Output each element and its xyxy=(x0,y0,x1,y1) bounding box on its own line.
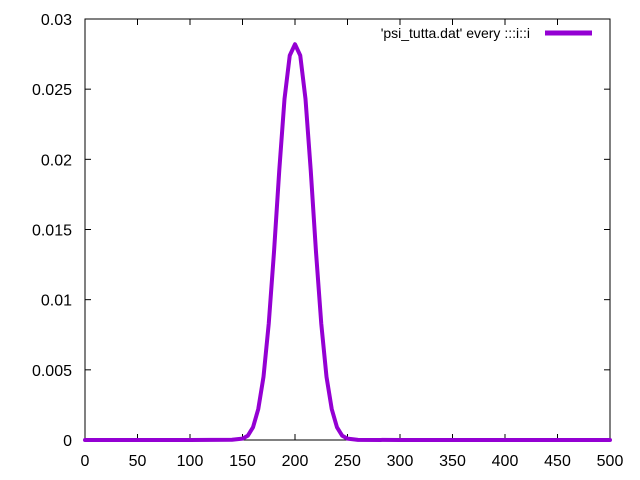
series-line-0 xyxy=(83,42,612,442)
y-tick-labels: 0 0.005 0.01 0.015 0.02 0.025 0.03 xyxy=(32,12,72,450)
x-tick-label-8: 400 xyxy=(492,453,519,470)
x-tick-label-6: 300 xyxy=(387,453,414,470)
plot-frame xyxy=(84,18,611,441)
x-tick-labels: 0 50 100 150 200 250 300 350 400 450 500 xyxy=(81,453,624,470)
y-tick-label-0: 0 xyxy=(63,433,72,450)
x-tick-label-7: 350 xyxy=(439,453,466,470)
series-layer xyxy=(83,42,612,442)
legend-label-series-0: 'psi_tutta.dat' every :::i::i xyxy=(381,25,530,41)
axis-ticks xyxy=(84,18,611,441)
y-tick-label-1: 0.005 xyxy=(32,363,72,380)
x-tick-label-4: 200 xyxy=(282,453,309,470)
y-tick-label-5: 0.025 xyxy=(32,82,72,99)
y-tick-label-3: 0.015 xyxy=(32,223,72,240)
x-tick-label-3: 150 xyxy=(229,453,256,470)
x-tick-label-5: 250 xyxy=(334,453,361,470)
y-tick-label-2: 0.01 xyxy=(41,293,72,310)
y-tick-label-6: 0.03 xyxy=(41,12,72,29)
legend: 'psi_tutta.dat' every :::i::i xyxy=(381,25,592,41)
x-tick-label-1: 50 xyxy=(129,453,147,470)
y-tick-label-4: 0.02 xyxy=(41,152,72,169)
x-tick-label-9: 450 xyxy=(544,453,571,470)
x-tick-label-2: 100 xyxy=(177,453,204,470)
x-tick-label-0: 0 xyxy=(81,453,90,470)
x-tick-label-10: 500 xyxy=(597,453,624,470)
